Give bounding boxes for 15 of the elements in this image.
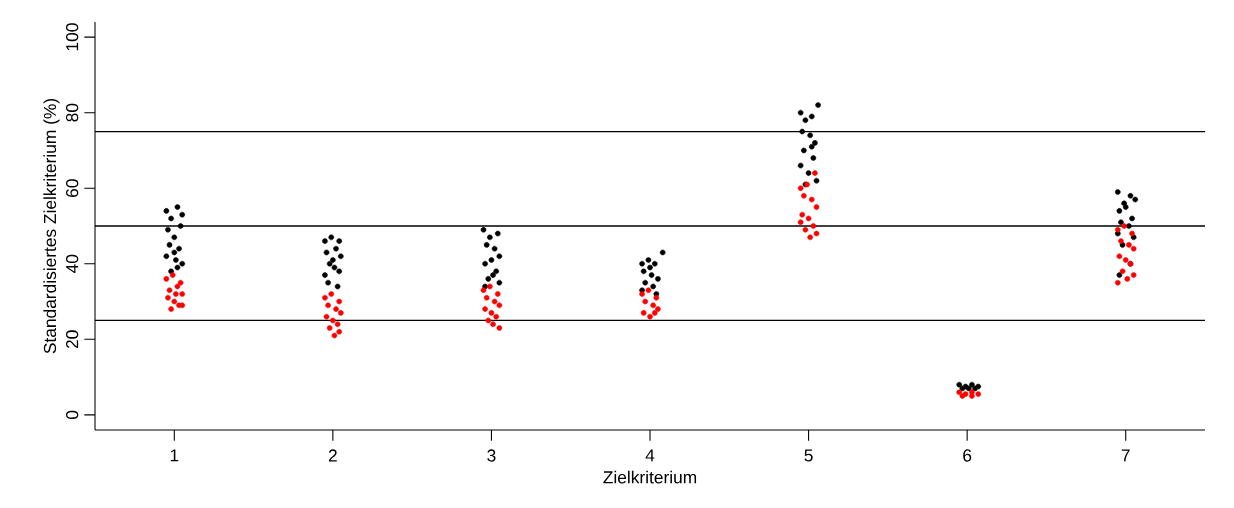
x-tick-label: 5 [804, 449, 813, 462]
y-tick-label: 0 [66, 410, 79, 420]
x-tick-label: 3 [487, 449, 496, 462]
x-axis-title: Zielkriterium [603, 470, 697, 484]
y-tick-label: 20 [66, 330, 79, 349]
y-tick-label: 60 [66, 179, 79, 197]
x-tick-label: 7 [1121, 449, 1130, 462]
y-tick-label: 40 [66, 254, 79, 274]
y-tick-label: 80 [66, 103, 79, 122]
y-tick-label: 100 [66, 23, 79, 51]
x-tick-label: 6 [963, 449, 972, 462]
x-tick-label: 2 [328, 449, 337, 462]
y-axis-title: Standardisiertes Zielkriterium (%) [43, 99, 60, 354]
x-tick-label: 1 [170, 449, 179, 462]
x-tick-label: 4 [645, 449, 655, 462]
